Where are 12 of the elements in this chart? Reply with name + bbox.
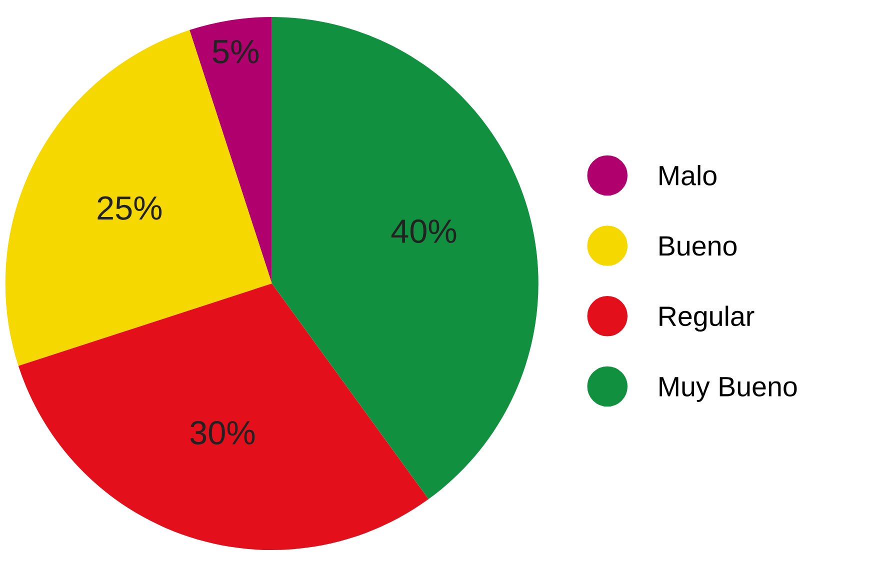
pie-slice [272,16,538,500]
pie-slice [190,16,272,284]
data-label: 25% [98,196,162,220]
data-label: 5% [212,40,258,64]
pie-slice [18,284,429,550]
pie-slice [5,30,272,366]
data-label: 30% [190,420,255,445]
data-label: 40% [391,219,456,244]
legend-label: Malo [660,165,716,186]
legend-label: Muy Bueno [660,377,797,402]
legend-label: Bueno [660,236,737,256]
legend-label: Regular [660,306,754,332]
